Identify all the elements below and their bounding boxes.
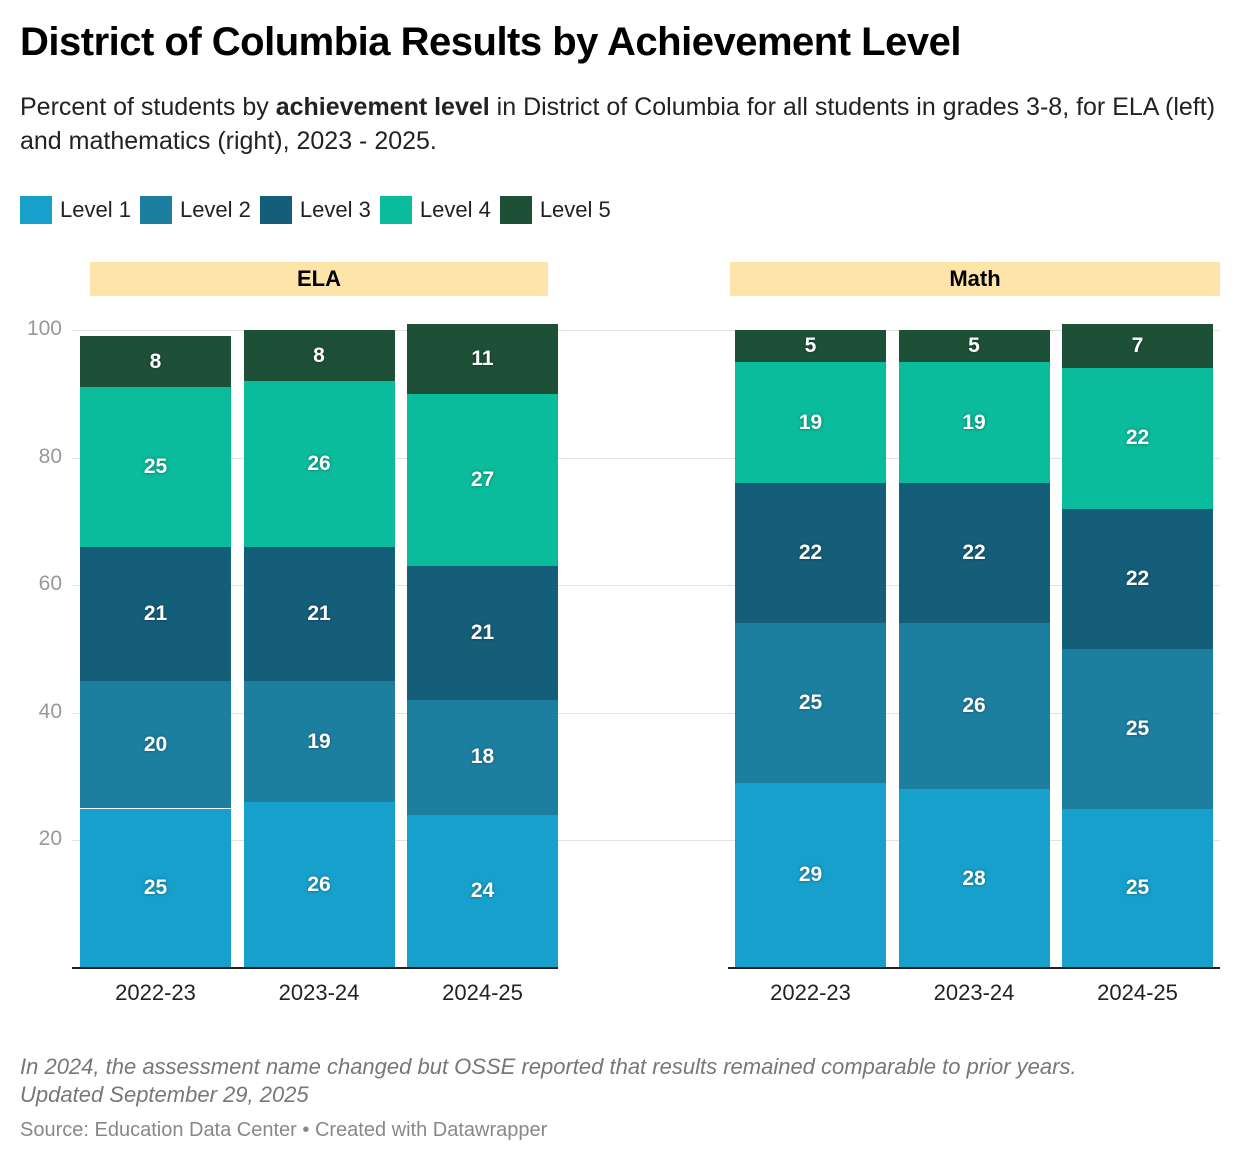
gridline xyxy=(72,712,1220,714)
y-tick-label: 80 xyxy=(38,444,62,468)
bar-segment-ela-2023-24-level1: 26 xyxy=(243,802,395,968)
x-axis-line xyxy=(728,967,1220,969)
bar-segment-math-2023-24-level1: 28 xyxy=(898,789,1050,968)
subtitle-bold: achievement level xyxy=(275,93,490,121)
x-axis-line xyxy=(72,967,558,969)
legend-swatch xyxy=(379,196,412,224)
legend: Level 1 Level 2 Level 3 Level 4 Level 5 xyxy=(20,196,620,224)
subtitle-text: Percent of students by xyxy=(20,93,276,121)
legend-swatch xyxy=(20,196,52,224)
subtitle-text-end: in District of Columbia for all students… xyxy=(20,93,1216,155)
legend-label: Level 1 xyxy=(60,197,131,222)
x-tick-label: 2022-23 xyxy=(770,980,851,1005)
bar-segment-ela-2023-24-level4: 26 xyxy=(243,381,395,547)
source-line: Source: Education Data Center • Created … xyxy=(20,1119,548,1141)
legend-item-2: Level 2 xyxy=(139,196,251,224)
panel-header-ela: ELA xyxy=(90,262,548,296)
bar-segment-math-2024-25-level5: 7 xyxy=(1062,323,1213,369)
gridline xyxy=(72,585,1220,587)
chart-subtitle: Percent of students by achievement level… xyxy=(20,90,1220,158)
y-tick-label: 100 xyxy=(26,317,62,340)
updated-text: Updated September 29, 2025 xyxy=(20,1082,309,1107)
bar-segment-math-2022-23-level1: 29 xyxy=(735,782,886,968)
legend-item-4: Level 4 xyxy=(379,196,491,224)
x-tick-label: 2024-25 xyxy=(1097,980,1178,1005)
bar-segment-math-2022-23-level3: 22 xyxy=(735,483,886,624)
bar-segment-math-2023-24-level2: 26 xyxy=(898,623,1050,790)
bar-segment-math-2023-24-level4: 19 xyxy=(898,361,1050,484)
gridline xyxy=(72,330,1220,331)
note-text: In 2024, the assessment name changed but… xyxy=(20,1054,1077,1079)
bar-segment-ela-2022-23-level4: 25 xyxy=(80,387,231,547)
bar-segment-ela-2024-25-level1: 24 xyxy=(407,814,558,968)
legend-swatch xyxy=(499,196,532,224)
gridline xyxy=(72,457,1220,459)
bar-segment-math-2022-23-level5: 5 xyxy=(735,330,886,362)
legend-label: Level 3 xyxy=(299,197,371,222)
panel-header-math: Math xyxy=(730,262,1220,296)
legend-item-1: Level 1 xyxy=(20,196,131,224)
x-tick-label: 2023-24 xyxy=(933,980,1015,1005)
legend-label: Level 4 xyxy=(419,197,491,222)
bar-segment-ela-2024-25-level4: 27 xyxy=(407,393,558,567)
bar-segment-ela-2024-25-level5: 11 xyxy=(407,323,558,394)
bar-segment-ela-2022-23-level1: 25 xyxy=(80,808,231,968)
x-tick-label: 2023-24 xyxy=(278,980,360,1005)
legend-item-5: Level 5 xyxy=(499,196,611,224)
legend-label: Level 5 xyxy=(539,197,611,222)
bar-segment-math-2022-23-level4: 19 xyxy=(735,361,886,484)
bar-segment-math-2023-24-level5: 5 xyxy=(898,330,1050,362)
bar-segment-ela-2023-24-level5: 8 xyxy=(243,330,395,382)
y-tick-label: 20 xyxy=(38,827,62,851)
y-tick-label: 40 xyxy=(38,699,62,723)
bar-segment-ela-2023-24-level3: 21 xyxy=(243,546,395,681)
bar-segment-ela-2023-24-level2: 19 xyxy=(243,680,395,803)
bar-segment-ela-2022-23-level2: 20 xyxy=(80,680,231,809)
legend-label: Level 2 xyxy=(179,197,251,222)
bar-segment-ela-2022-23-level5: 8 xyxy=(80,336,231,388)
bar-segment-ela-2022-23-level3: 21 xyxy=(80,546,231,681)
bar-segment-math-2024-25-level2: 25 xyxy=(1062,649,1213,809)
bar-segment-math-2023-24-level3: 22 xyxy=(898,483,1050,624)
bar-segment-math-2024-25-level3: 22 xyxy=(1062,508,1213,649)
gridline xyxy=(72,840,1220,842)
chart-title: District of Columbia Results by Achievem… xyxy=(20,20,961,64)
bar-segment-math-2022-23-level2: 25 xyxy=(735,623,886,783)
bar-segment-ela-2024-25-level2: 18 xyxy=(407,700,558,815)
bar-segment-math-2024-25-level1: 25 xyxy=(1062,808,1213,968)
legend-swatch xyxy=(139,196,172,224)
legend-item-3: Level 3 xyxy=(259,196,371,224)
x-tick-label: 2022-23 xyxy=(115,980,196,1005)
bar-segment-ela-2024-25-level3: 21 xyxy=(407,566,558,701)
legend-swatch xyxy=(259,196,292,224)
bar-segment-math-2024-25-level4: 22 xyxy=(1062,368,1213,509)
chart-note: In 2024, the assessment name changed but… xyxy=(20,1053,1077,1109)
y-tick-label: 60 xyxy=(38,572,62,596)
x-tick-label: 2024-25 xyxy=(442,980,523,1005)
